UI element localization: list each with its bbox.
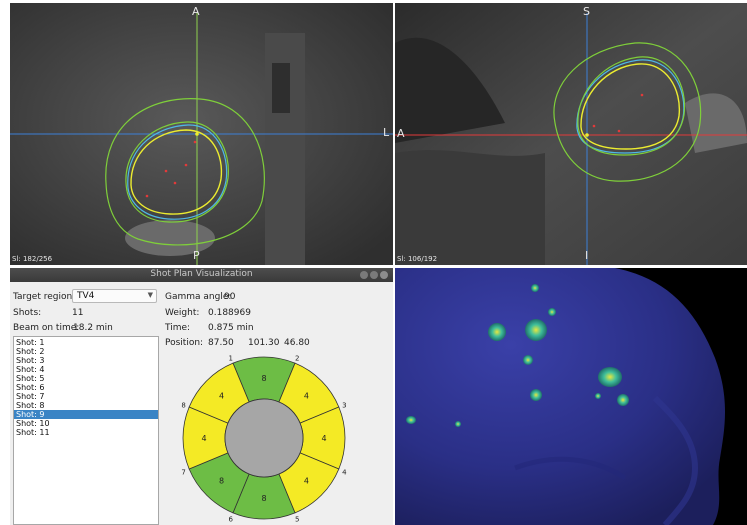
shot-marker	[145, 194, 149, 198]
beam-on-time-value: 18.2 min	[73, 323, 113, 333]
outer-isodose-contour	[105, 98, 265, 246]
chevron-down-icon: ▼	[147, 291, 153, 299]
shot-marker	[164, 169, 168, 173]
list-item[interactable]: Shot: 8	[16, 401, 45, 410]
list-item[interactable]: Shot: 11	[16, 428, 50, 437]
target-lesion	[523, 355, 533, 365]
minimize-icon[interactable]	[360, 271, 368, 279]
target-contour-blue	[576, 59, 685, 154]
axial-slice-indicator: Sl: 182/256	[12, 255, 53, 263]
gamma-angle-label: Gamma angle:	[165, 292, 232, 302]
target-lesion	[598, 367, 622, 387]
collimator-sector-number: 5	[295, 515, 299, 523]
position-y-value: 101.30	[248, 338, 280, 348]
collimator-size-label: 8	[219, 476, 224, 485]
3d-render-view[interactable]	[395, 268, 747, 525]
target-lesion	[488, 323, 506, 341]
shot-marker	[173, 181, 177, 185]
prescription-contour-green	[577, 56, 686, 156]
shot-plan-window: Shot Plan Visualization Target region: T…	[10, 268, 393, 525]
collimator-sector-number: 6	[228, 515, 233, 523]
target-lesion	[548, 308, 556, 316]
shot-marker	[617, 129, 621, 133]
prescription-contour-green	[125, 121, 229, 223]
shot-marker	[592, 124, 596, 128]
target-lesion	[455, 421, 461, 427]
list-item[interactable]: Shot: 1	[16, 338, 45, 347]
collimator-center	[224, 398, 304, 478]
time-value: 0.875 min	[208, 323, 254, 333]
target-contour-blue	[127, 124, 228, 220]
collimator-size-label: 8	[261, 374, 266, 383]
sagittal-view[interactable]: S I A Sl: 106/192	[395, 3, 747, 265]
3d-head-render	[395, 268, 725, 525]
list-item[interactable]: Shot: 4	[16, 365, 45, 374]
collimator-size-label: 4	[201, 434, 206, 443]
collimator-sector-number: 8	[181, 402, 185, 410]
prescription-contour-yellow	[580, 63, 681, 150]
list-item[interactable]: Shot: 6	[16, 383, 45, 392]
window-titlebar[interactable]: Shot Plan Visualization	[10, 268, 393, 282]
collimator-diagram: 8 1 4 2 4 3 4 4 8 5 8 6 4 7 4 8	[181, 355, 347, 524]
window-title: Shot Plan Visualization	[150, 269, 253, 279]
position-label: Position:	[165, 338, 204, 348]
shot-marker	[193, 140, 197, 144]
close-icon[interactable]	[380, 271, 388, 279]
collimator-size-label: 4	[304, 392, 309, 401]
sagittal-image	[395, 3, 747, 265]
position-x-value: 87.50	[208, 338, 234, 348]
collimator-sector-number: 2	[295, 355, 299, 363]
target-lesion	[406, 416, 416, 424]
collimator-size-label: 4	[321, 434, 326, 443]
axial-image	[10, 3, 393, 265]
shot-list[interactable]: Shot: 1 Shot: 2 Shot: 3 Shot: 4 Shot: 5 …	[13, 336, 159, 525]
sagittal-slice-indicator: Sl: 106/192	[397, 255, 438, 263]
axial-label-posterior: P	[193, 249, 200, 262]
list-item[interactable]: Shot: 5	[16, 374, 45, 383]
sagittal-label-anterior: A	[397, 127, 405, 140]
target-region-value: TV4	[77, 291, 95, 301]
beam-on-time-label: Beam on time:	[13, 323, 80, 333]
prescription-contour-yellow	[130, 129, 223, 215]
collimator-size-label: 4	[219, 392, 224, 401]
list-item[interactable]: Shot: 7	[16, 392, 45, 401]
crosshair-center	[585, 133, 589, 137]
sagittal-label-superior: S	[583, 5, 590, 18]
target-lesion	[617, 394, 629, 406]
shots-value: 11	[72, 308, 84, 318]
target-lesion	[531, 284, 539, 292]
collimator-sector-number: 3	[342, 402, 346, 410]
list-item[interactable]: Shot: 3	[16, 356, 45, 365]
shots-label: Shots:	[13, 308, 42, 318]
target-region-label: Target region:	[13, 292, 76, 302]
axial-view[interactable]: A P L Sl: 182/256	[10, 3, 393, 265]
list-item[interactable]: Shot: 10	[16, 419, 50, 428]
list-item-selected[interactable]: Shot: 9	[14, 410, 158, 419]
collimator-size-label: 4	[304, 476, 309, 485]
sagittal-label-inferior: I	[585, 249, 589, 262]
target-lesion	[595, 393, 601, 399]
collimator-sector-number: 1	[228, 355, 232, 363]
collimator-sector-number: 7	[181, 468, 185, 476]
axial-label-anterior: A	[192, 5, 200, 18]
weight-label: Weight:	[165, 308, 200, 318]
weight-value: 0.188969	[208, 308, 251, 318]
target-lesion	[530, 389, 542, 401]
collimator-size-label: 8	[261, 494, 266, 503]
maximize-icon[interactable]	[370, 271, 378, 279]
target-region-select[interactable]: TV4 ▼	[72, 289, 157, 303]
list-item[interactable]: Shot: 2	[16, 347, 45, 356]
collimator-sector-number: 4	[342, 468, 347, 476]
crosshair-center	[195, 132, 199, 136]
head-surface	[395, 268, 725, 525]
target-lesion	[525, 319, 547, 341]
position-z-value: 46.80	[284, 338, 310, 348]
time-label: Time:	[165, 323, 191, 333]
shot-marker	[184, 163, 188, 167]
shot-marker	[640, 93, 644, 97]
gamma-angle-value: 90	[224, 292, 236, 302]
axial-label-left: L	[383, 126, 390, 139]
outer-isodose-contour	[553, 42, 702, 182]
